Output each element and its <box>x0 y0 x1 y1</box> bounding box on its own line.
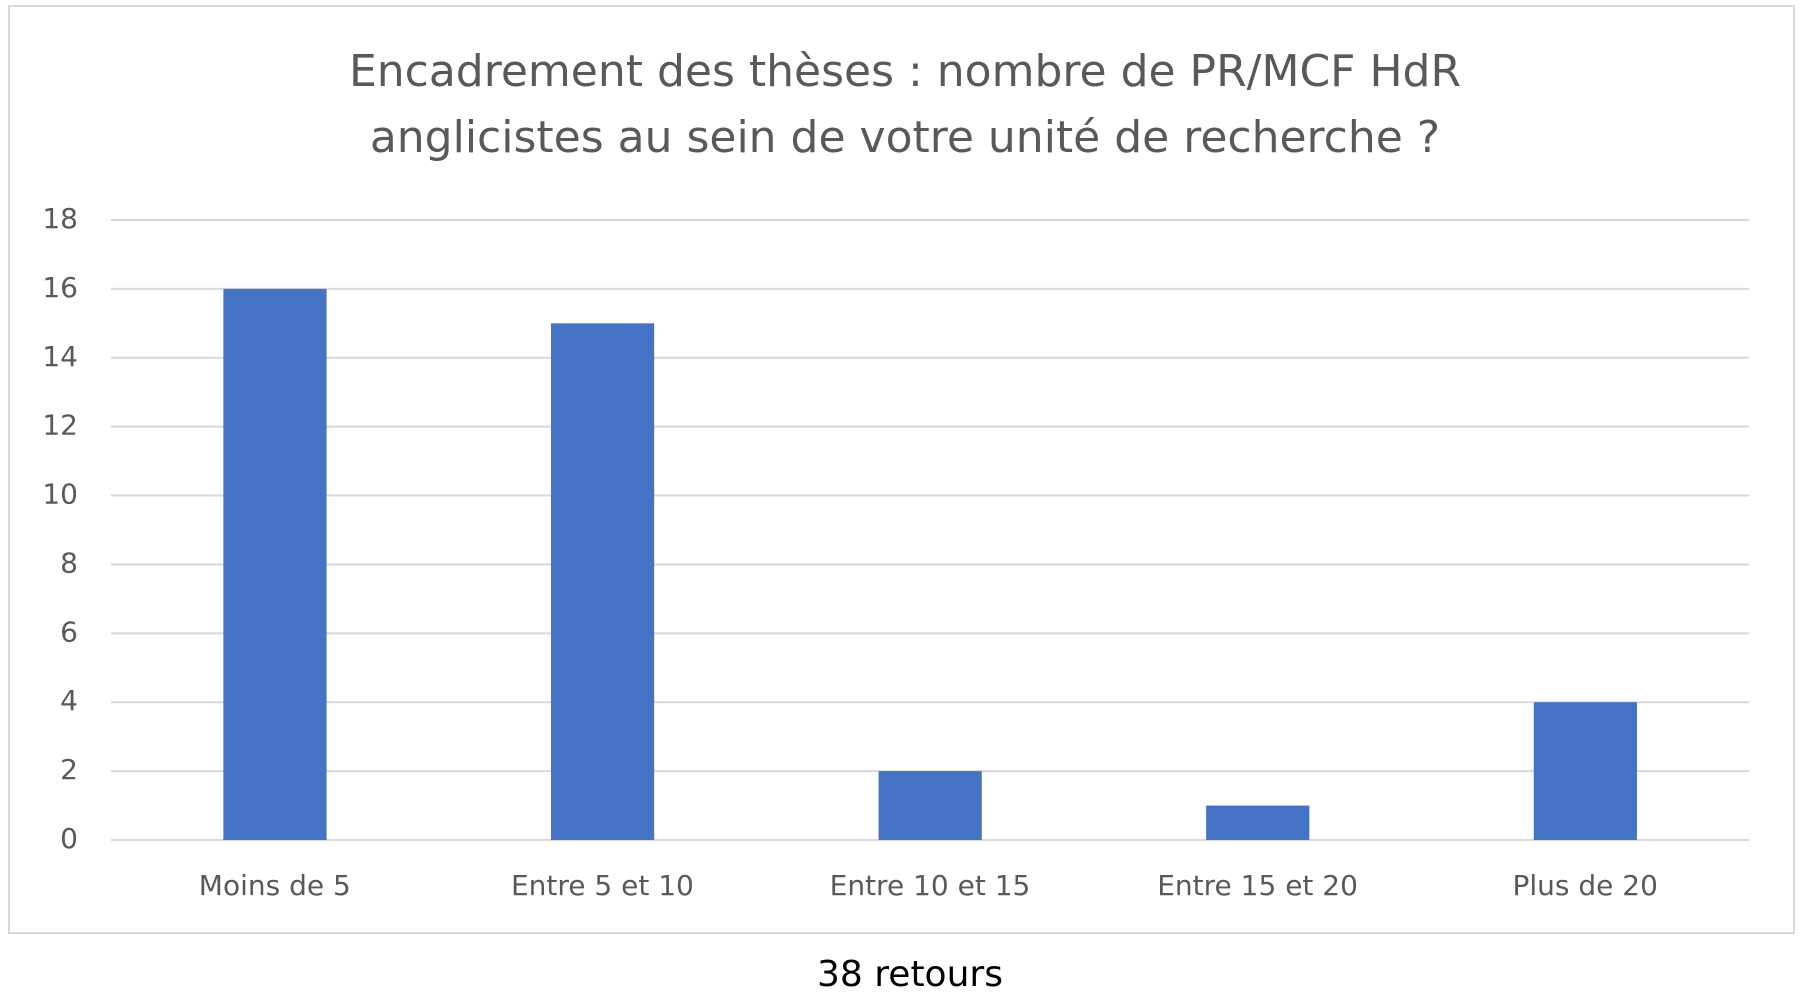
caption: 38 retours <box>817 954 1003 995</box>
x-tick-label: Moins de 5 <box>199 869 351 902</box>
bar <box>1533 702 1637 840</box>
bar <box>550 323 655 840</box>
y-tick-label: 0 <box>60 822 78 855</box>
y-tick-label: 10 <box>42 478 78 511</box>
bar <box>223 288 327 840</box>
y-tick-label: 8 <box>60 546 78 579</box>
y-tick-label: 2 <box>60 753 78 786</box>
x-tick-label: Plus de 20 <box>1512 869 1657 902</box>
x-tick-label: Entre 5 et 10 <box>511 869 694 902</box>
x-tick-label: Entre 10 et 15 <box>830 869 1031 902</box>
y-tick-label: 14 <box>42 340 78 373</box>
chart-title: anglicistes au sein de votre unité de re… <box>370 112 1440 163</box>
bar <box>878 771 982 840</box>
y-tick-label: 12 <box>42 409 78 442</box>
bar <box>1206 805 1310 840</box>
y-tick-label: 4 <box>60 684 78 717</box>
chart-title: Encadrement des thèses : nombre de PR/MC… <box>349 46 1461 97</box>
y-tick-label: 18 <box>42 202 78 235</box>
y-tick-label: 6 <box>60 615 78 648</box>
y-tick-label: 16 <box>42 271 78 304</box>
x-tick-label: Entre 15 et 20 <box>1157 869 1358 902</box>
